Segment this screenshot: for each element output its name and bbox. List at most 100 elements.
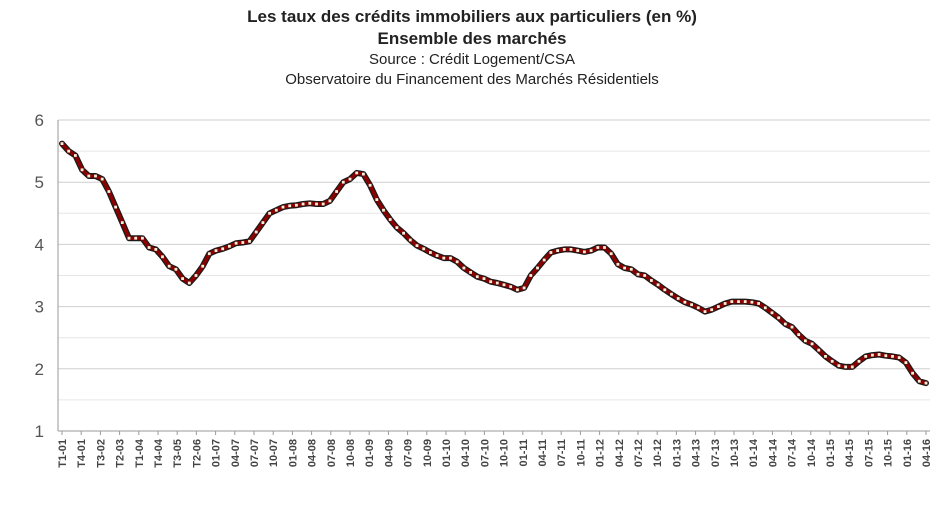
data-point	[228, 244, 231, 248]
data-point	[321, 202, 325, 206]
data-point	[368, 183, 372, 187]
x-tick-label: T2-06	[191, 439, 203, 468]
x-tick-label: 01-16	[902, 439, 914, 467]
x-tick-label: T2-03	[115, 439, 127, 468]
data-point	[94, 174, 97, 178]
x-tick-label: T3-02	[95, 439, 107, 468]
x-tick-label: 01-09	[364, 439, 376, 467]
data-point	[429, 251, 432, 254]
x-tick-label: 04-13	[691, 439, 703, 467]
series-line	[60, 141, 928, 385]
data-point	[529, 274, 533, 277]
x-tick-label: 01-14	[748, 438, 760, 467]
data-point	[824, 355, 827, 358]
data-point	[542, 258, 546, 262]
data-point	[717, 305, 720, 308]
data-point	[355, 171, 359, 175]
data-point	[650, 279, 653, 282]
data-point	[127, 236, 131, 240]
data-point	[643, 274, 647, 277]
data-point	[482, 277, 486, 280]
data-point	[509, 285, 513, 289]
x-tick-label: 01-10	[441, 439, 453, 467]
chart-source: Source : Crédit Logement/CSA	[369, 51, 575, 68]
data-point	[80, 168, 84, 172]
data-point	[382, 208, 385, 212]
data-point	[248, 239, 251, 243]
data-point	[837, 364, 841, 368]
data-point	[475, 275, 479, 279]
x-tick-label: 07-11	[556, 439, 568, 467]
data-point	[616, 262, 620, 266]
data-point	[884, 354, 888, 358]
data-point	[274, 208, 278, 212]
data-point	[408, 238, 412, 242]
data-point	[596, 246, 600, 249]
data-point	[114, 205, 117, 209]
x-tick-label: 07-08	[326, 439, 338, 467]
data-point	[924, 381, 928, 385]
data-point	[120, 221, 124, 224]
data-point	[388, 218, 392, 221]
data-point	[348, 177, 352, 181]
data-point	[74, 154, 77, 157]
data-point	[737, 300, 740, 303]
data-point	[469, 271, 472, 274]
data-point	[703, 310, 707, 313]
data-point	[629, 267, 633, 271]
x-tick-label: 07-13	[710, 439, 722, 467]
data-point	[442, 256, 446, 260]
y-tick-label: 1	[35, 422, 44, 441]
data-point	[656, 283, 660, 287]
x-tick-label: 04-07	[230, 439, 242, 467]
data-point	[335, 190, 338, 193]
data-point	[516, 288, 519, 292]
data-point	[67, 149, 71, 153]
data-point	[904, 361, 908, 364]
data-point	[341, 180, 345, 184]
data-point	[897, 356, 901, 359]
data-point	[154, 248, 158, 251]
data-point	[603, 246, 606, 249]
grid-lines	[58, 119, 930, 432]
data-point	[844, 365, 847, 369]
x-tick-label: 07-14	[787, 438, 799, 467]
x-tick-label: 04-16	[921, 439, 933, 467]
chart-titles: Les taux des crédits immobiliers aux par…	[0, 6, 944, 90]
y-tick-label: 4	[35, 235, 44, 254]
x-tick-label: 07-07	[249, 439, 261, 467]
x-tick-label: T3-05	[172, 439, 184, 468]
x-tick-label: 04-14	[767, 438, 779, 467]
data-point	[174, 267, 178, 271]
data-point	[723, 302, 727, 305]
data-point	[696, 306, 700, 310]
data-point	[395, 226, 399, 229]
data-point	[522, 286, 526, 290]
x-tick-label: 01-13	[671, 439, 683, 467]
data-point	[147, 246, 151, 249]
x-tick-label: 10-12	[652, 439, 664, 467]
x-tick-label: 01-08	[287, 439, 299, 467]
x-tick-label: 04-10	[460, 439, 472, 467]
data-point	[576, 249, 580, 252]
data-point	[60, 142, 64, 145]
data-point	[308, 201, 312, 205]
x-tick-label: 04-11	[537, 439, 549, 467]
x-tick-label: T4-01	[76, 439, 88, 468]
data-point	[187, 281, 191, 285]
data-point	[241, 241, 245, 244]
data-point	[134, 236, 138, 240]
data-point	[181, 277, 184, 280]
data-point	[435, 254, 439, 257]
data-point	[636, 272, 640, 276]
data-point	[757, 302, 760, 305]
data-point	[502, 283, 506, 287]
data-point	[402, 231, 405, 235]
x-tick-label: 01-07	[211, 439, 223, 467]
data-point	[455, 260, 459, 264]
data-point	[315, 202, 318, 206]
data-point	[167, 264, 171, 268]
data-point	[810, 342, 814, 346]
data-point	[877, 353, 881, 356]
